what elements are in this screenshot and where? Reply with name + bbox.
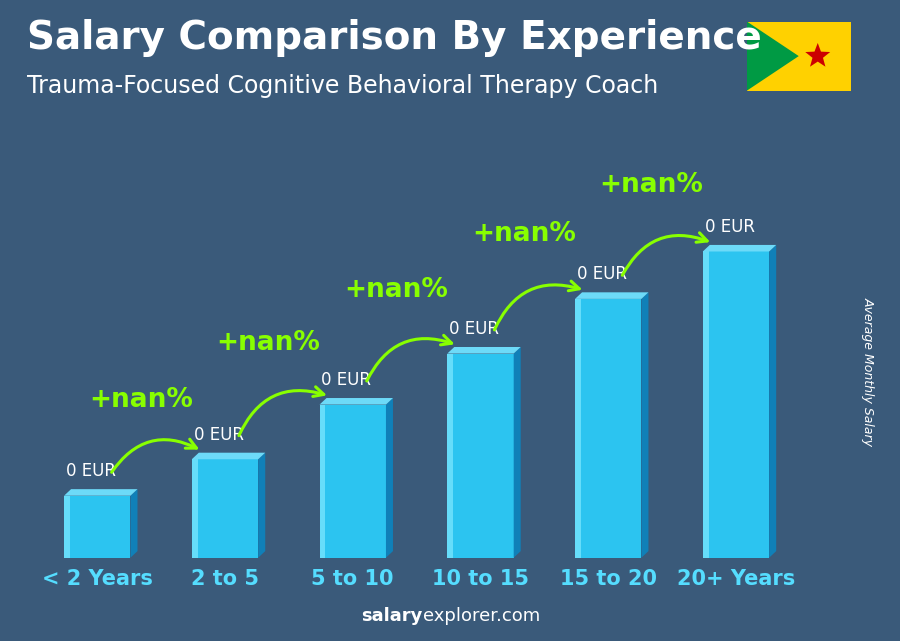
Text: +nan%: +nan% <box>89 387 193 413</box>
Polygon shape <box>320 398 393 404</box>
Polygon shape <box>64 489 138 495</box>
Polygon shape <box>575 299 580 558</box>
Polygon shape <box>447 354 514 558</box>
Polygon shape <box>575 299 642 558</box>
Text: 0 EUR: 0 EUR <box>577 265 626 283</box>
Text: 0 EUR: 0 EUR <box>66 462 116 480</box>
Polygon shape <box>703 251 770 558</box>
Polygon shape <box>320 404 386 558</box>
Text: Trauma-Focused Cognitive Behavioral Therapy Coach: Trauma-Focused Cognitive Behavioral Ther… <box>27 74 658 97</box>
Text: Salary Comparison By Experience: Salary Comparison By Experience <box>27 19 761 57</box>
Polygon shape <box>64 495 130 558</box>
Polygon shape <box>192 459 258 558</box>
Text: 0 EUR: 0 EUR <box>194 426 244 444</box>
Polygon shape <box>192 459 197 558</box>
Polygon shape <box>386 398 393 558</box>
Text: 0 EUR: 0 EUR <box>321 371 372 389</box>
Text: +nan%: +nan% <box>217 330 320 356</box>
Polygon shape <box>320 404 325 558</box>
Polygon shape <box>258 453 265 558</box>
Text: +nan%: +nan% <box>599 172 704 197</box>
Polygon shape <box>514 347 521 558</box>
Polygon shape <box>575 292 649 299</box>
Polygon shape <box>703 245 776 251</box>
Polygon shape <box>747 22 799 90</box>
Text: salary: salary <box>362 607 423 625</box>
Polygon shape <box>447 354 453 558</box>
Polygon shape <box>806 43 830 67</box>
Polygon shape <box>747 22 850 90</box>
Text: explorer.com: explorer.com <box>423 607 540 625</box>
Text: 0 EUR: 0 EUR <box>705 218 754 236</box>
Polygon shape <box>770 245 776 558</box>
Text: +nan%: +nan% <box>344 278 448 303</box>
Polygon shape <box>64 495 70 558</box>
Text: 0 EUR: 0 EUR <box>449 320 500 338</box>
Polygon shape <box>447 347 521 354</box>
Polygon shape <box>192 453 266 459</box>
Text: Average Monthly Salary: Average Monthly Salary <box>862 297 875 446</box>
Polygon shape <box>703 251 708 558</box>
Polygon shape <box>130 489 138 558</box>
Polygon shape <box>642 292 649 558</box>
Text: +nan%: +nan% <box>472 221 576 247</box>
